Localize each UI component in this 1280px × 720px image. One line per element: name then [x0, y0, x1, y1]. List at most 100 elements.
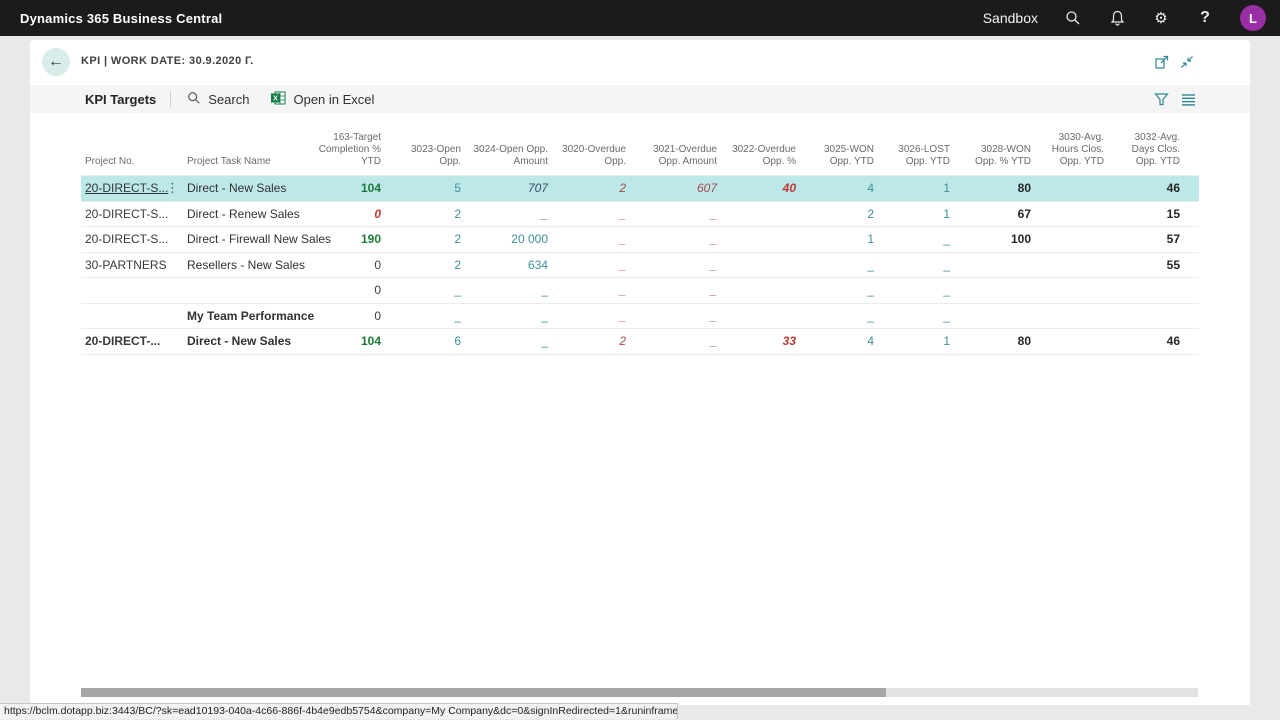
- value-cell-3020-overdue-opp: _: [619, 308, 626, 323]
- column-header-3021-overdue-opp-amount[interactable]: 3021-Overdue Opp. Amount: [653, 144, 717, 167]
- table-row[interactable]: 30-PARTNERS Resellers - New Sales 0 2 634 _ _ _…: [81, 252, 1199, 278]
- column-header-3032-avg-days-clos-opp-ytd[interactable]: 3032-Avg. Days Clos. Opp. YTD: [1131, 132, 1180, 167]
- value-cell-3032-avg-days-clos-opp-ytd: 15: [1166, 206, 1180, 221]
- value-cell-3023-open-opp: 2: [454, 232, 461, 247]
- project-task-name-cell: Direct - Firewall New Sales: [187, 232, 332, 247]
- column-header-3028-won-opp-pct-ytd[interactable]: 3028-WON Opp. % YTD: [975, 144, 1031, 167]
- value-cell-3021-overdue-opp-amount: 607: [696, 181, 717, 196]
- search-action[interactable]: Search: [187, 91, 249, 108]
- excel-icon: X: [271, 91, 286, 108]
- value-cell-163-target-completion-pct-ytd: 0: [374, 283, 381, 298]
- column-header-project-no[interactable]: Project No.: [85, 156, 135, 167]
- value-cell-3023-open-opp: _: [454, 308, 461, 323]
- project-task-name-cell: Direct - New Sales: [187, 181, 287, 196]
- value-cell-163-target-completion-pct-ytd: 0: [374, 206, 381, 221]
- value-cell-3025-won-opp-ytd: _: [867, 283, 874, 298]
- value-cell-3022-overdue-opp-pct: 40: [782, 181, 796, 196]
- value-cell-3023-open-opp: 5: [454, 181, 461, 196]
- notifications-bell-icon[interactable]: [1108, 9, 1126, 27]
- settings-gear-icon[interactable]: ⚙: [1154, 10, 1168, 27]
- value-cell-3023-open-opp: 2: [454, 206, 461, 221]
- search-icon: [187, 91, 201, 108]
- value-cell-3026-lost-opp-ytd: 1: [943, 206, 950, 221]
- user-avatar[interactable]: L: [1240, 5, 1266, 31]
- list-caption: KPI Targets: [85, 91, 157, 107]
- page-card: ← KPI | WORK DATE: 30.9.2020 г. KPI Targ…: [30, 40, 1250, 705]
- toolbar-divider: [170, 91, 172, 107]
- project-no-cell: 30-PARTNERS: [85, 257, 167, 272]
- value-cell-3026-lost-opp-ytd: _: [943, 283, 950, 298]
- value-cell-3020-overdue-opp: 2: [619, 181, 626, 196]
- value-cell-3024-open-opp-amount: 20 000: [511, 232, 548, 247]
- search-icon[interactable]: [1064, 9, 1082, 27]
- view-options-icon[interactable]: [1181, 92, 1196, 107]
- column-header-project-task-name[interactable]: Project Task Name: [187, 156, 271, 167]
- value-cell-3024-open-opp-amount: _: [541, 206, 548, 221]
- open-in-excel-action[interactable]: X Open in Excel: [271, 91, 374, 108]
- value-cell-3024-open-opp-amount: _: [541, 283, 548, 298]
- column-header-3022-overdue-opp-pct[interactable]: 3022-Overdue Opp. %: [732, 144, 796, 167]
- table-row[interactable]: 20-DIRECT-S... ⋮ Direct - New Sales 104 5 707…: [81, 176, 1199, 202]
- back-button[interactable]: ←: [42, 48, 70, 76]
- value-cell-3023-open-opp: _: [454, 283, 461, 298]
- value-cell-3026-lost-opp-ytd: 1: [943, 181, 950, 196]
- project-no-link[interactable]: 20-DIRECT-S...: [85, 181, 169, 196]
- value-cell-3022-overdue-opp-pct: 33: [782, 334, 796, 349]
- value-cell-3028-won-opp-pct-ytd: 80: [1017, 334, 1031, 349]
- value-cell-3028-won-opp-pct-ytd: 100: [1010, 232, 1031, 247]
- table-row[interactable]: My Team Performance 0 _ _ _ _ _ _: [81, 303, 1199, 329]
- value-cell-163-target-completion-pct-ytd: 104: [360, 334, 381, 349]
- page-title: KPI | WORK DATE: 30.9.2020 г.: [81, 55, 254, 67]
- horizontal-scrollbar-track[interactable]: [81, 688, 1198, 697]
- table-row[interactable]: 0 _ _ _ _ _ _: [81, 278, 1199, 304]
- table-row[interactable]: 20-DIRECT-S... Direct - Renew Sales 0 2 _ _ _ 2…: [81, 201, 1199, 227]
- row-ellipsis-menu-icon[interactable]: ⋮: [166, 180, 179, 196]
- top-navigation-bar: Dynamics 365 Business Central Sandbox ⚙ …: [0, 0, 1280, 36]
- value-cell-3028-won-opp-pct-ytd: 80: [1017, 181, 1031, 196]
- table-body: 20-DIRECT-S... ⋮ Direct - New Sales 104 5 707…: [81, 176, 1199, 355]
- horizontal-scrollbar-thumb[interactable]: [81, 688, 886, 697]
- value-cell-3025-won-opp-ytd: 4: [867, 334, 874, 349]
- value-cell-3024-open-opp-amount: 707: [527, 181, 548, 196]
- value-cell-163-target-completion-pct-ytd: 190: [360, 232, 381, 247]
- filter-icon[interactable]: [1154, 92, 1169, 107]
- value-cell-3023-open-opp: 2: [454, 257, 461, 272]
- value-cell-3020-overdue-opp: _: [619, 283, 626, 298]
- collapse-icon[interactable]: [1180, 55, 1194, 69]
- project-no-cell: 20-DIRECT-S...: [85, 206, 169, 221]
- back-arrow-icon: ←: [48, 53, 64, 70]
- list-toolbar: KPI Targets Search X Open in Excel: [30, 85, 1250, 113]
- value-cell-3024-open-opp-amount: 634: [527, 257, 548, 272]
- browser-status-url: https://bclm.dotapp.biz:3443/BC/?sk=ead1…: [0, 703, 678, 719]
- value-cell-3025-won-opp-ytd: 2: [867, 206, 874, 221]
- svg-text:X: X: [273, 93, 278, 102]
- value-cell-3021-overdue-opp-amount: _: [710, 308, 717, 323]
- column-header-3024-open-opp-amount[interactable]: 3024-Open Opp. Amount: [473, 144, 549, 167]
- value-cell-3020-overdue-opp: _: [619, 232, 626, 247]
- search-label: Search: [208, 91, 250, 107]
- column-header-163-target-completion-pct-ytd[interactable]: 163-Target Completion % YTD: [318, 132, 381, 167]
- value-cell-163-target-completion-pct-ytd: 0: [374, 257, 381, 272]
- value-cell-3025-won-opp-ytd: 4: [867, 181, 874, 196]
- column-header-3026-lost-opp-ytd[interactable]: 3026-LOST Opp. YTD: [898, 144, 950, 167]
- value-cell-3032-avg-days-clos-opp-ytd: 46: [1166, 334, 1180, 349]
- column-header-3025-won-opp-ytd[interactable]: 3025-WON Opp. YTD: [823, 144, 874, 167]
- environment-badge[interactable]: Sandbox: [982, 10, 1038, 26]
- project-task-name-cell: Resellers - New Sales: [187, 257, 306, 272]
- column-header-3023-open-opp[interactable]: 3023-Open Opp.: [410, 144, 461, 167]
- value-cell-3021-overdue-opp-amount: _: [710, 257, 717, 272]
- value-cell-3024-open-opp-amount: _: [541, 308, 548, 323]
- value-cell-3032-avg-days-clos-opp-ytd: 55: [1166, 257, 1180, 272]
- value-cell-3020-overdue-opp: 2: [619, 334, 626, 349]
- column-header-3020-overdue-opp[interactable]: 3020-Overdue Opp.: [562, 144, 626, 167]
- open-in-new-window-icon[interactable]: [1155, 55, 1169, 69]
- table-row[interactable]: 20-DIRECT-S... Direct - Firewall New Sale…: [81, 227, 1199, 253]
- project-task-name-cell: Direct - New Sales: [187, 334, 292, 349]
- column-header-3030-avg-hours-clos-opp-ytd[interactable]: 3030-Avg. Hours Clos. Opp. YTD: [1051, 132, 1104, 167]
- table-row[interactable]: 20-DIRECT-... Direct - New Sales 104 6 _ 2 _ 33…: [81, 329, 1199, 355]
- help-icon[interactable]: ?: [1200, 9, 1210, 26]
- table-header-row: Project No. Project Task Name 163-Target C…: [81, 130, 1199, 176]
- value-cell-163-target-completion-pct-ytd: 0: [374, 308, 381, 323]
- project-no-cell: 20-DIRECT-...: [85, 334, 161, 349]
- value-cell-3020-overdue-opp: _: [619, 206, 626, 221]
